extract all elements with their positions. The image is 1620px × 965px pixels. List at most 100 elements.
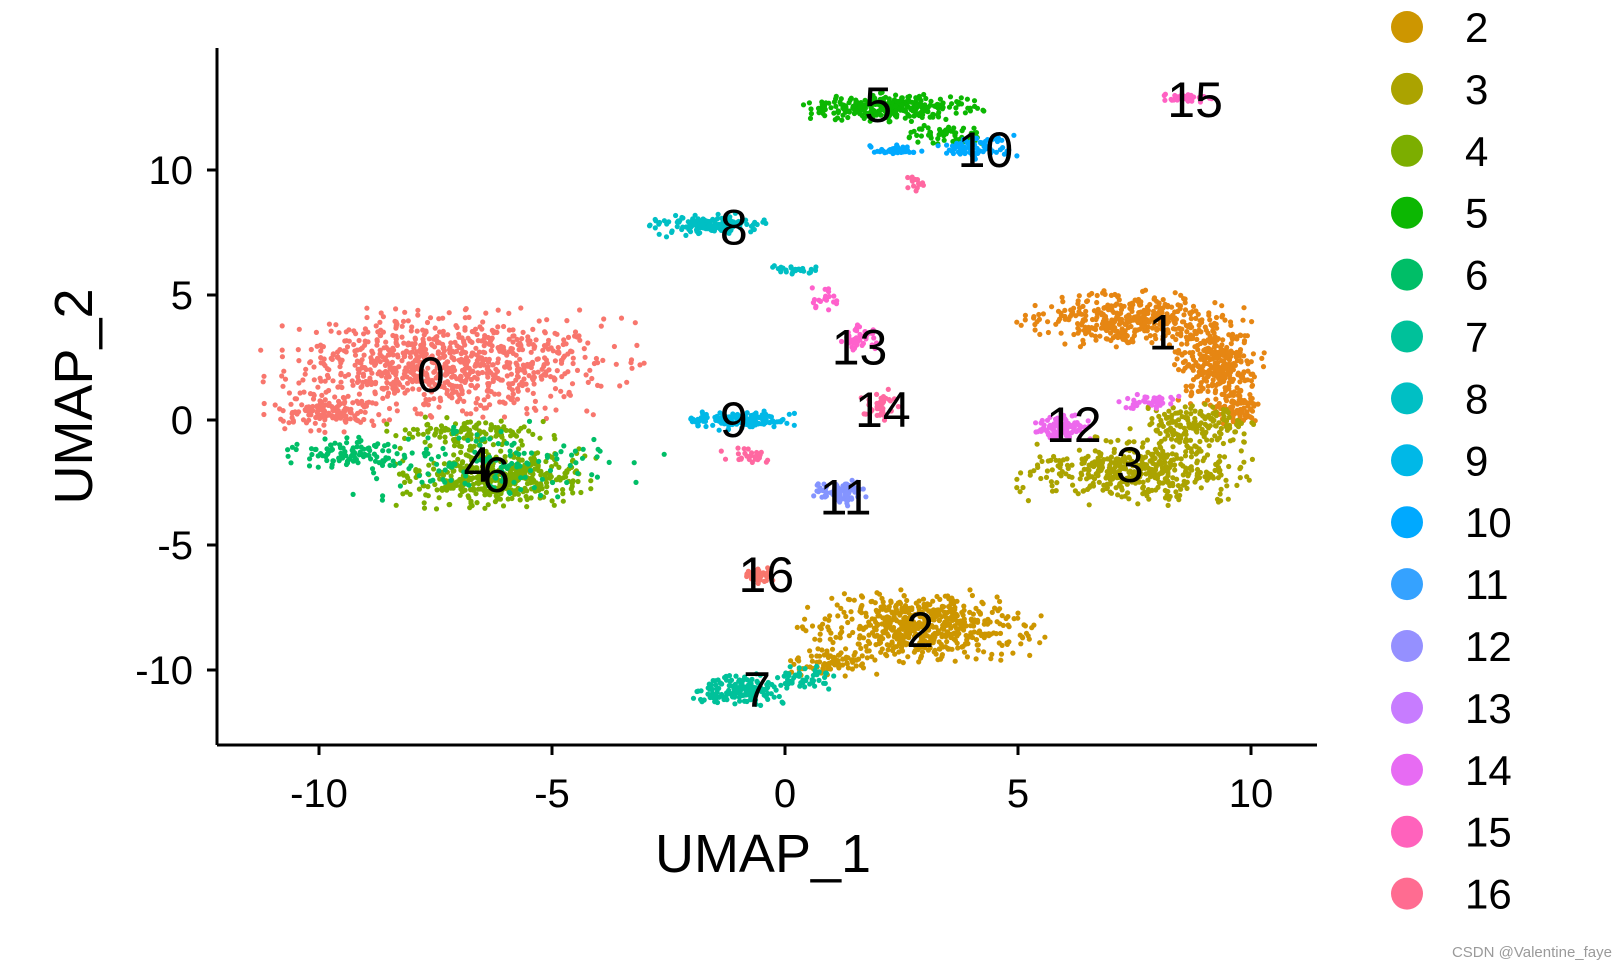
data-point bbox=[568, 486, 574, 492]
data-point bbox=[553, 461, 559, 467]
data-point bbox=[521, 376, 527, 382]
data-point bbox=[485, 393, 491, 400]
data-point bbox=[440, 445, 446, 452]
data-point bbox=[517, 497, 523, 503]
data-point bbox=[393, 306, 399, 312]
data-point bbox=[400, 318, 407, 324]
data-point bbox=[1080, 337, 1086, 343]
data-point bbox=[565, 334, 572, 340]
data-point bbox=[1225, 496, 1231, 502]
data-point bbox=[440, 472, 446, 478]
data-point bbox=[1183, 322, 1189, 329]
data-point bbox=[508, 433, 514, 439]
data-point bbox=[905, 94, 911, 100]
data-point bbox=[989, 609, 995, 616]
data-point bbox=[1205, 470, 1211, 476]
data-point bbox=[449, 369, 455, 375]
data-point bbox=[313, 329, 319, 335]
data-point bbox=[513, 377, 519, 383]
data-point bbox=[1164, 311, 1170, 317]
data-point bbox=[561, 443, 567, 449]
data-point bbox=[397, 381, 403, 387]
data-point bbox=[313, 414, 319, 421]
data-point bbox=[851, 597, 857, 603]
data-point bbox=[981, 635, 987, 641]
data-point bbox=[456, 331, 462, 337]
data-point bbox=[454, 324, 460, 331]
data-point bbox=[891, 614, 897, 620]
data-point bbox=[958, 95, 964, 101]
data-point bbox=[1259, 355, 1265, 361]
data-point bbox=[1222, 317, 1228, 323]
data-point bbox=[525, 387, 531, 393]
data-point bbox=[345, 393, 351, 399]
data-point bbox=[508, 371, 514, 377]
data-point bbox=[306, 417, 312, 423]
data-point bbox=[518, 305, 524, 311]
data-point bbox=[1221, 358, 1227, 364]
data-point bbox=[442, 479, 448, 485]
data-point bbox=[391, 379, 397, 385]
data-point bbox=[944, 142, 950, 148]
data-point bbox=[935, 143, 941, 149]
data-point bbox=[1170, 418, 1176, 424]
data-point bbox=[873, 633, 879, 639]
data-point bbox=[416, 386, 422, 392]
data-point bbox=[1172, 349, 1178, 355]
data-point bbox=[906, 99, 912, 105]
data-point bbox=[1038, 475, 1044, 482]
data-point bbox=[569, 381, 576, 387]
data-point bbox=[433, 506, 440, 512]
data-point bbox=[318, 451, 324, 457]
data-point bbox=[478, 361, 485, 367]
data-point bbox=[466, 495, 472, 501]
data-point bbox=[1014, 485, 1020, 491]
data-point bbox=[538, 468, 544, 474]
data-point bbox=[1143, 335, 1149, 341]
data-point bbox=[843, 646, 849, 652]
data-point bbox=[391, 347, 397, 353]
data-point bbox=[896, 658, 902, 664]
data-point bbox=[511, 479, 517, 485]
data-point bbox=[526, 428, 532, 434]
data-point bbox=[434, 487, 440, 493]
data-point bbox=[279, 373, 285, 379]
data-point bbox=[306, 404, 312, 410]
data-point bbox=[901, 593, 907, 599]
data-point bbox=[1198, 371, 1204, 377]
data-point bbox=[962, 110, 969, 116]
data-point bbox=[1180, 359, 1186, 366]
data-point bbox=[308, 428, 314, 434]
data-point bbox=[948, 601, 954, 607]
data-point bbox=[461, 339, 467, 346]
data-point bbox=[1182, 415, 1188, 421]
data-point bbox=[1164, 492, 1170, 498]
data-point bbox=[469, 503, 475, 509]
data-point bbox=[733, 673, 739, 679]
data-point bbox=[290, 419, 296, 425]
data-point bbox=[505, 394, 512, 400]
data-point bbox=[336, 330, 342, 336]
data-point bbox=[495, 375, 501, 382]
data-point bbox=[998, 651, 1005, 657]
data-point bbox=[356, 337, 362, 344]
data-point bbox=[1184, 485, 1190, 491]
data-point bbox=[939, 652, 946, 658]
data-point bbox=[445, 427, 451, 433]
data-point bbox=[1181, 312, 1187, 318]
data-point bbox=[425, 451, 431, 457]
data-point bbox=[371, 470, 377, 476]
data-point bbox=[322, 378, 328, 384]
data-point bbox=[543, 489, 550, 495]
data-point bbox=[858, 645, 864, 652]
data-point bbox=[895, 98, 901, 105]
data-point bbox=[394, 451, 400, 457]
data-point bbox=[823, 670, 829, 676]
data-point bbox=[752, 411, 758, 417]
data-point bbox=[518, 475, 524, 481]
data-point bbox=[598, 383, 604, 389]
data-point bbox=[829, 595, 835, 601]
data-point bbox=[1217, 458, 1223, 464]
data-point bbox=[1127, 426, 1133, 432]
data-point bbox=[893, 108, 899, 114]
